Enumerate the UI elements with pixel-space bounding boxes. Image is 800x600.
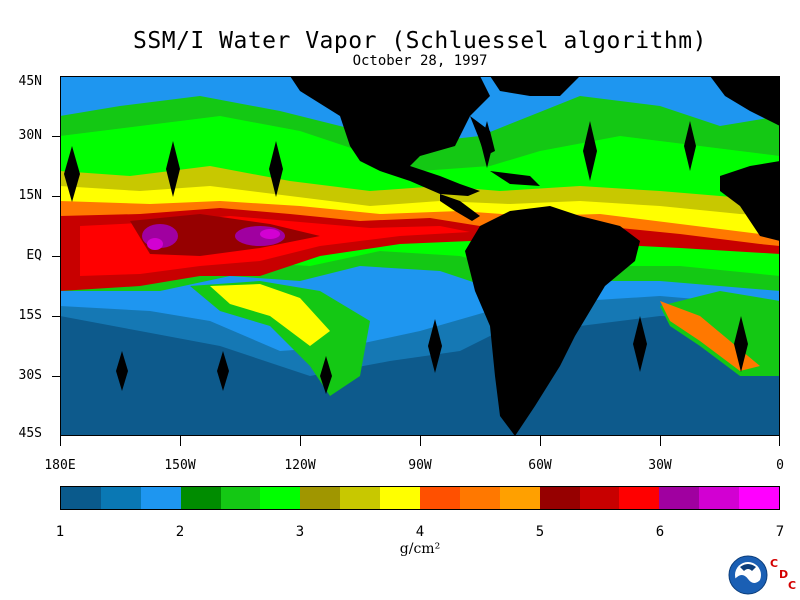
colorbar-units: g/cm²: [399, 541, 441, 557]
cdc-letter-c1: C: [770, 557, 779, 570]
color-swatch-6: [260, 487, 301, 509]
color-swatch-7: [300, 487, 341, 509]
color-scale-bar: [60, 486, 780, 510]
colorbar-label-1: 1: [55, 524, 65, 540]
map-date: October 28, 1997: [352, 53, 488, 69]
lat-label-15n: 15N: [18, 188, 42, 203]
color-swatch-9: [380, 487, 421, 509]
colorbar-label-7: 7: [775, 524, 785, 540]
cdc-letter-c2: C: [788, 579, 797, 592]
color-swatch-17: [699, 487, 740, 509]
colorbar-label-5: 5: [535, 524, 545, 540]
cdc-letter-d: D: [779, 568, 789, 581]
lon-label-60w: 60W: [528, 458, 552, 473]
map-field: [60, 76, 780, 436]
noaa-logo: [728, 555, 768, 595]
color-swatch-10: [420, 487, 460, 509]
color-swatch-16: [659, 487, 700, 509]
color-swatch-1: [61, 487, 101, 509]
color-swatch-4: [180, 487, 221, 509]
lat-label-30n: 30N: [18, 128, 42, 143]
lat-label-45n: 45N: [18, 74, 42, 89]
lon-tick: [180, 436, 181, 446]
colorbar-label-2: 2: [175, 524, 185, 540]
lon-label-30w: 30W: [648, 458, 672, 473]
lon-tick: [660, 436, 661, 446]
lat-label-15s: 15S: [18, 308, 42, 323]
lat-label-eq: EQ: [26, 248, 42, 263]
lat-label-45s: 45S: [18, 426, 42, 441]
lon-tick: [60, 436, 61, 446]
lon-label-150w: 150W: [164, 458, 196, 473]
color-swatch-18: [739, 487, 780, 509]
lon-label-0: 0: [776, 458, 784, 473]
color-swatch-8: [340, 487, 381, 509]
color-swatch-11: [459, 487, 500, 509]
lon-tick: [420, 436, 421, 446]
colorbar-label-6: 6: [655, 524, 665, 540]
lat-tick: [52, 316, 60, 317]
color-swatch-3: [140, 487, 181, 509]
color-swatch-5: [220, 487, 261, 509]
map-title: SSM/I Water Vapor (Schluessel algorithm): [133, 28, 707, 54]
lon-tick: [779, 436, 780, 446]
color-swatch-13: [539, 487, 580, 509]
color-swatch-2: [100, 487, 141, 509]
lon-label-180e: 180E: [44, 458, 76, 473]
lat-tick: [52, 196, 60, 197]
colorbar-label-4: 4: [415, 524, 425, 540]
color-swatch-15: [619, 487, 660, 509]
water-vapor-map: [60, 76, 780, 436]
lat-tick: [52, 256, 60, 257]
lon-tick: [300, 436, 301, 446]
color-swatch-12: [499, 487, 540, 509]
lon-tick: [540, 436, 541, 446]
color-swatch-14: [579, 487, 620, 509]
colorbar-label-3: 3: [295, 524, 305, 540]
lat-tick: [52, 136, 60, 137]
lat-tick: [52, 376, 60, 377]
lat-label-30s: 30S: [18, 368, 42, 383]
lon-label-120w: 120W: [284, 458, 316, 473]
lon-label-90w: 90W: [408, 458, 432, 473]
